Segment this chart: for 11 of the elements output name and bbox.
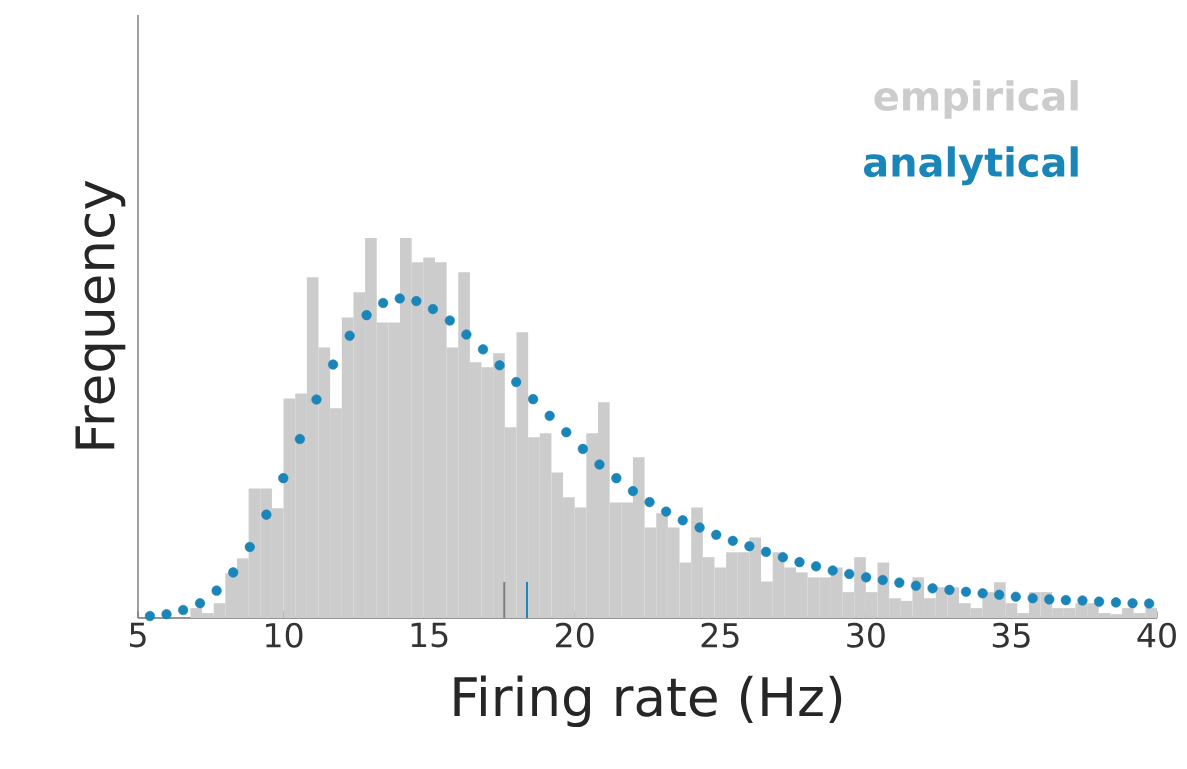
text: analytical: [864, 146, 1078, 186]
x-tick-label: 5: [130, 622, 146, 648]
y-axis-title: Frequency: [75, 180, 126, 449]
x-tick-label: 35: [992, 622, 1030, 648]
x-tick-label: 25: [701, 622, 739, 648]
x-tick-label: 10: [266, 622, 303, 648]
x-tick-label: 40: [1137, 622, 1176, 648]
x-tick-label: 20: [556, 622, 594, 648]
x-tick-label: 15: [411, 622, 448, 648]
x-tick-label: 30: [847, 622, 885, 648]
x-axis-title: Firing rate (Hz): [454, 675, 842, 728]
